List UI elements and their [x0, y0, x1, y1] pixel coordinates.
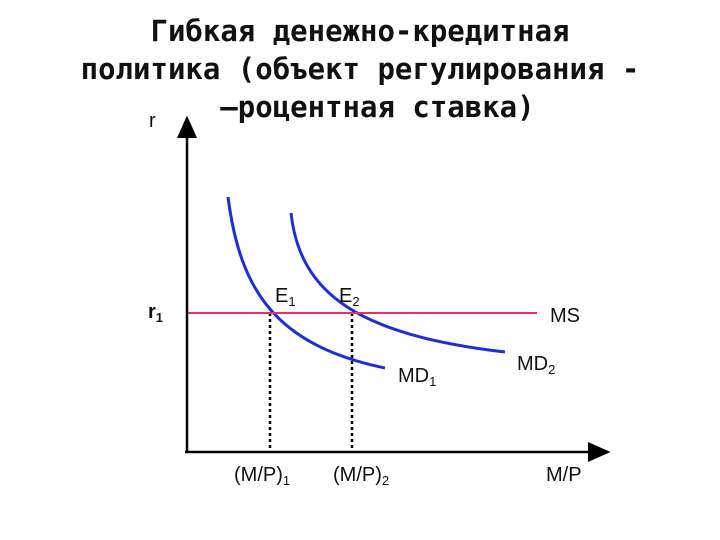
md1-curve	[226, 196, 386, 370]
q2-label: (M/P)2	[333, 464, 389, 488]
md1-label-sub: 1	[429, 374, 436, 389]
q1-label-sub: 1	[283, 473, 290, 488]
title-line-1: Гибкая денежно-кредитная	[150, 14, 570, 48]
q1-label-main: (M/P)	[234, 464, 283, 486]
md1-label: MD1	[398, 365, 436, 389]
md2-label: MD2	[517, 353, 555, 377]
md2-label-main: MD	[517, 353, 548, 375]
q2-label-main: (M/P)	[333, 464, 382, 486]
e2-label-sub: 2	[352, 294, 359, 309]
ms-label: MS	[550, 305, 580, 327]
r1-label-main: r	[148, 301, 156, 323]
title-line-2: политика (объект регулирования -	[80, 52, 640, 86]
md2-curve	[289, 212, 506, 354]
q1-label: (M/P)1	[234, 464, 290, 488]
y-axis-label: r	[149, 110, 156, 132]
slide-title: Гибкая денежно-кредитная политика (объек…	[0, 12, 720, 126]
r1-label-sub: 1	[156, 310, 163, 325]
r1-label: r1	[148, 301, 163, 325]
e1-label: E1	[275, 285, 296, 309]
e2-label: E2	[339, 285, 360, 309]
e1-label-main: E	[275, 285, 288, 307]
e2-label-main: E	[339, 285, 352, 307]
md2-label-sub: 2	[548, 362, 555, 377]
title-line-3: –роцентная ставка)	[185, 90, 535, 124]
x-axis-label: M/P	[546, 464, 582, 486]
q2-label-sub: 2	[382, 473, 389, 488]
e1-label-sub: 1	[288, 294, 295, 309]
md1-label-main: MD	[398, 365, 429, 387]
